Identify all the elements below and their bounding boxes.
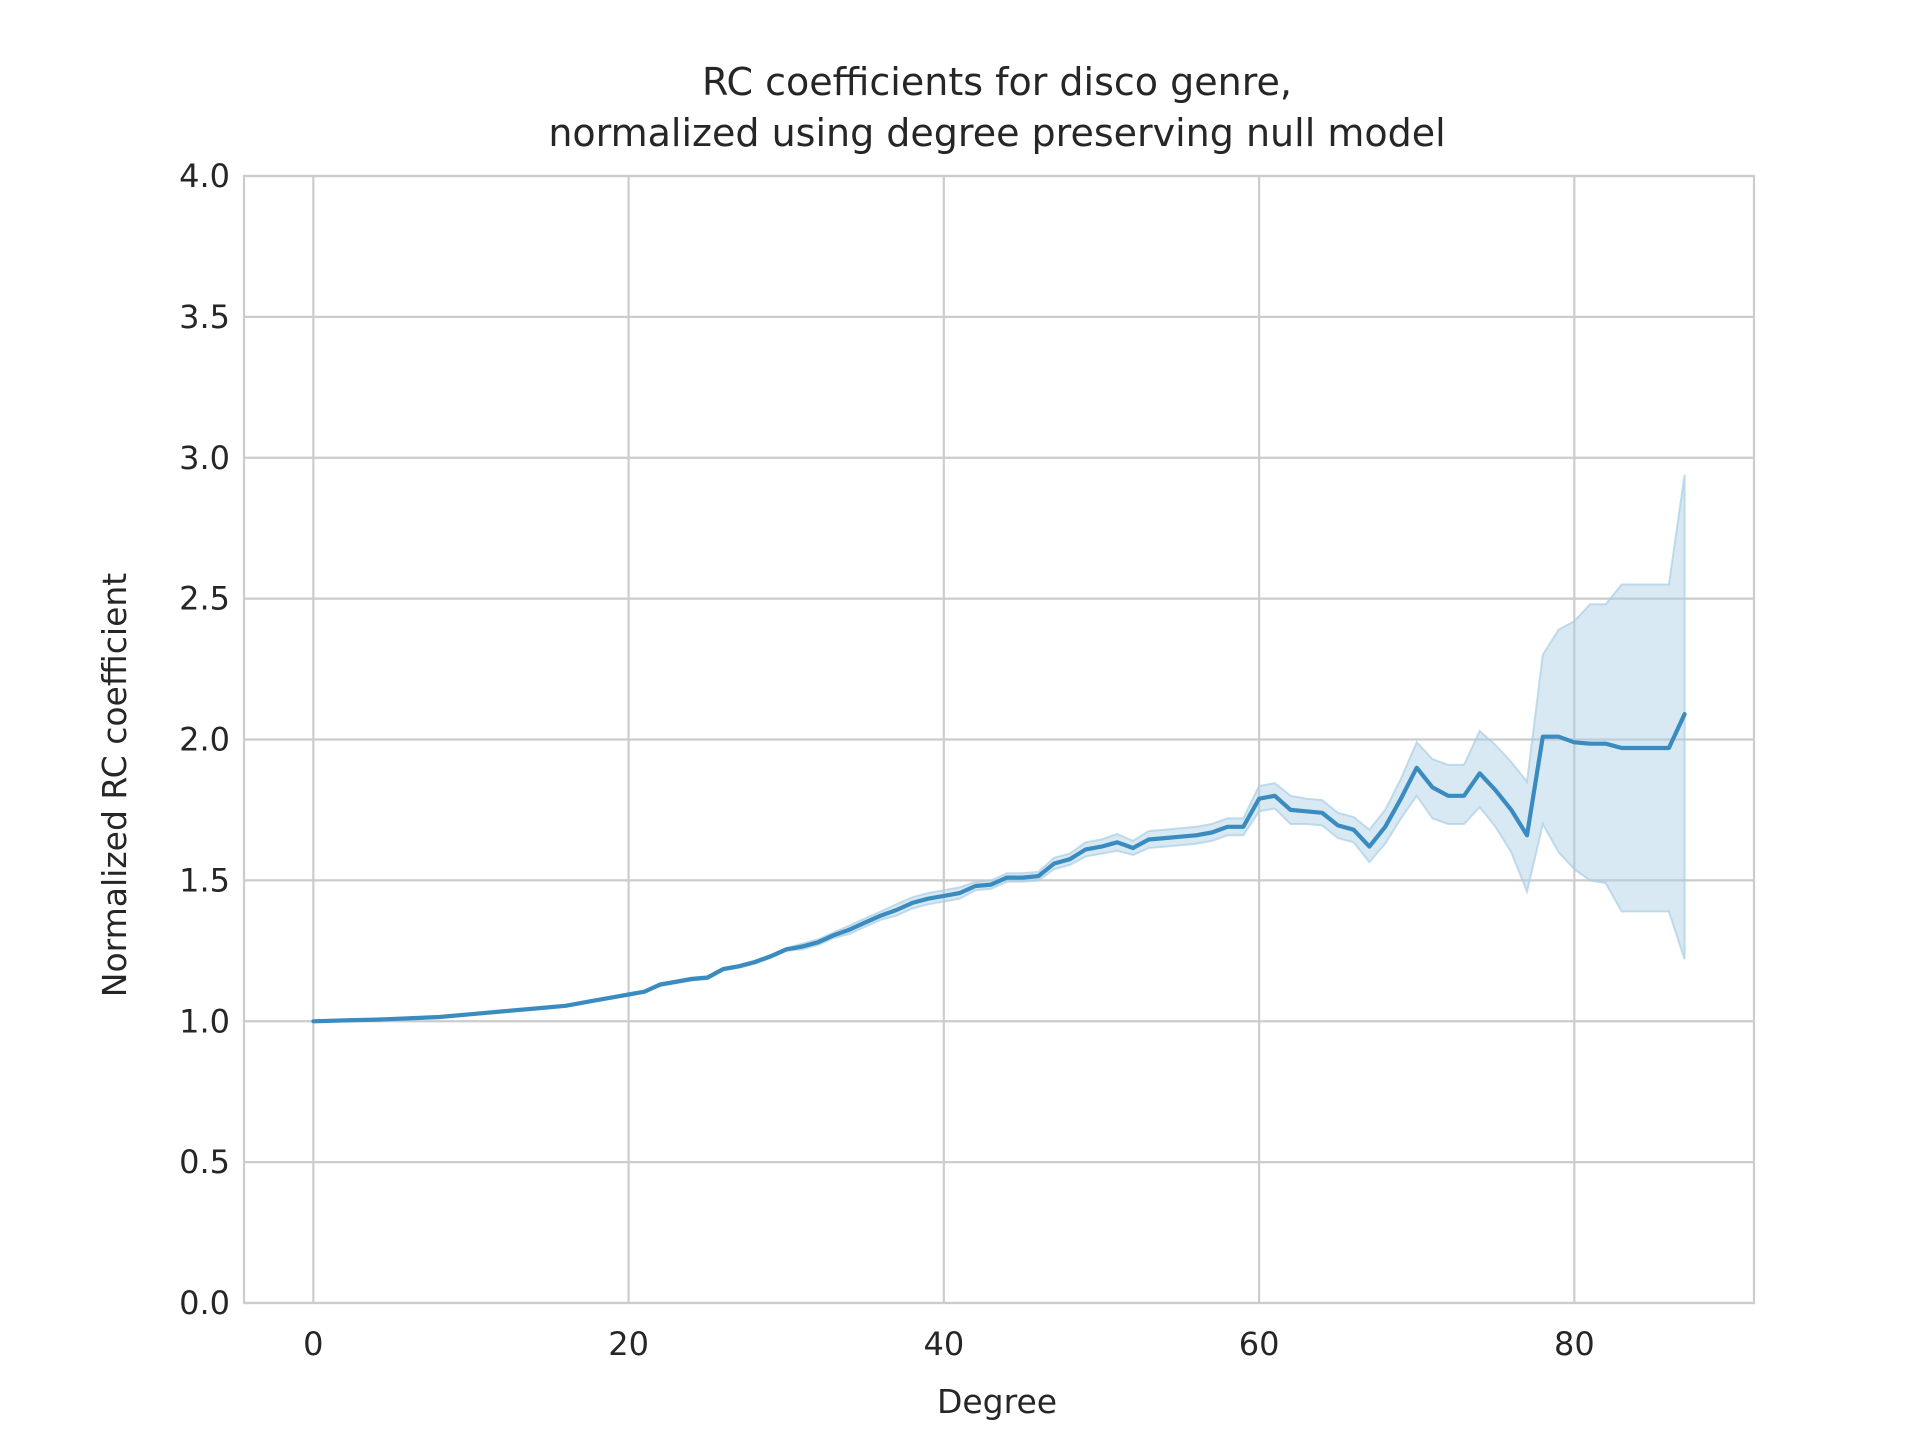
y-tick-labels: 0.0 0.5 1.0 1.5 2.0 2.5 3.0 3.5 4.0 <box>179 157 230 1322</box>
chart-title-line-2: normalized using degree preserving null … <box>548 111 1445 155</box>
y-tick-label: 2.0 <box>179 721 230 759</box>
y-axis-label: Normalized RC coefficient <box>95 573 134 998</box>
y-tick-label: 1.0 <box>179 1002 230 1040</box>
x-axis-label: Degree <box>937 1382 1057 1421</box>
y-tick-label: 1.5 <box>179 861 230 899</box>
series-line-layer <box>311 711 1687 1024</box>
x-tick-label: 0 <box>303 1325 323 1363</box>
x-tick-label: 80 <box>1554 1325 1595 1363</box>
y-tick-label: 3.0 <box>179 439 230 477</box>
y-tick-label: 4.0 <box>179 157 230 195</box>
x-tick-label: 40 <box>923 1325 964 1363</box>
y-tick-label: 0.5 <box>179 1143 230 1181</box>
y-tick-label: 3.5 <box>179 298 230 336</box>
y-tick-label: 0.0 <box>179 1284 230 1322</box>
chart-title-line-1: RC coefficients for disco genre, <box>702 60 1292 104</box>
x-tick-labels: 0 20 40 60 80 <box>303 1325 1594 1363</box>
plot-frame <box>242 174 1756 1305</box>
series-line <box>311 711 1687 1024</box>
x-tick-label: 20 <box>608 1325 649 1363</box>
y-tick-label: 2.5 <box>179 580 230 618</box>
x-tick-label: 60 <box>1239 1325 1280 1363</box>
